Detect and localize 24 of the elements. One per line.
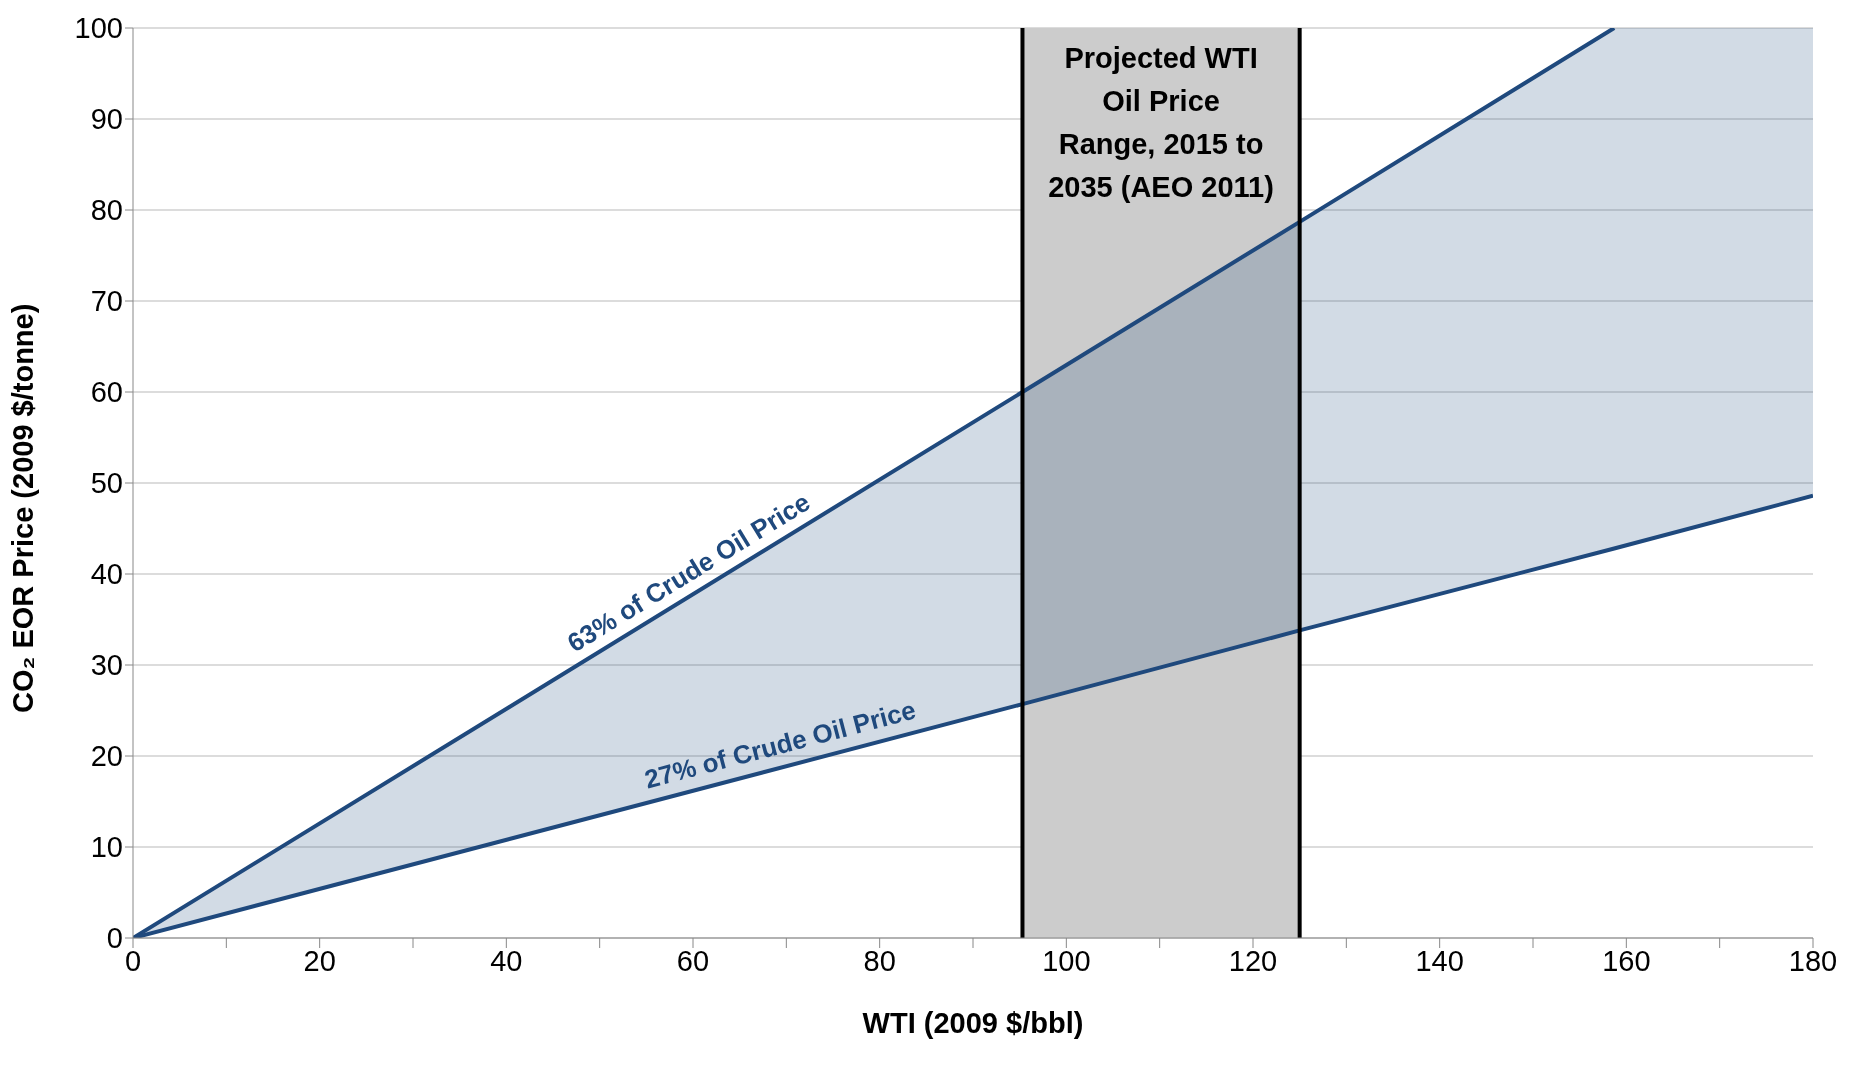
x-tick-label: 80 xyxy=(863,944,896,977)
band-label: Projected WTI Oil Price Range, 2015 to 2035 (AEO 2011) xyxy=(1048,42,1274,203)
x-tick-label: 20 xyxy=(303,944,336,977)
y-tick-label: 60 xyxy=(90,376,123,409)
y-tick-label: 0 xyxy=(106,922,123,955)
y-tick-label: 30 xyxy=(90,649,123,682)
x-tick-label: 140 xyxy=(1415,944,1464,977)
y-tick-label: 100 xyxy=(74,12,123,45)
x-tick-label: 60 xyxy=(676,944,710,977)
y-tick-label: 40 xyxy=(90,558,123,591)
y-tick-label: 80 xyxy=(90,194,123,227)
x-axis-title: WTI (2009 $/bbl) xyxy=(862,1007,1084,1039)
text: 27% of Crude Oil Price xyxy=(641,694,919,795)
y-tick-label: 70 xyxy=(90,285,123,318)
y-tick-label: 50 xyxy=(90,467,123,500)
x-tick-label: 120 xyxy=(1228,944,1278,977)
x-tick-label: 40 xyxy=(490,944,523,977)
y-tick-label: 20 xyxy=(90,740,123,773)
y-axis-title: CO₂ EOR Price (2009 $/tonne) xyxy=(7,303,40,713)
y-tick-label: 90 xyxy=(90,103,123,136)
x-tick-label: 100 xyxy=(1042,944,1091,977)
y-tick-label: 10 xyxy=(90,831,123,864)
x-tick-label: 160 xyxy=(1602,944,1651,977)
x-tick-label: 180 xyxy=(1788,944,1838,977)
